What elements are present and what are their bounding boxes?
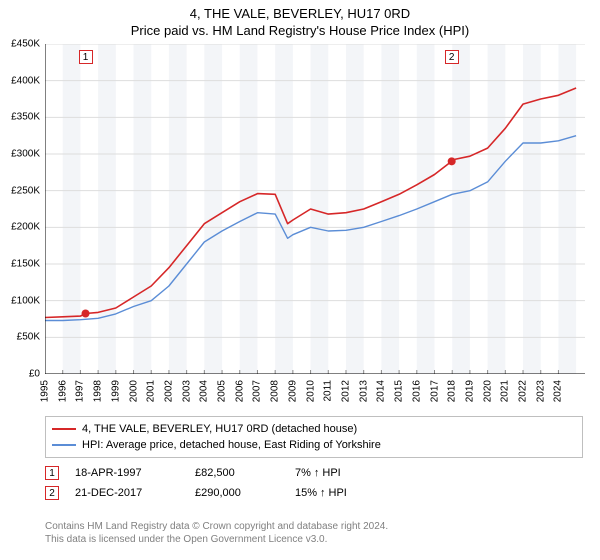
- arrow-up-icon: ↑: [320, 487, 326, 499]
- x-tick-label: 2010: [305, 380, 316, 402]
- x-tick-label: 1995: [40, 380, 51, 402]
- sale-marker-icon: 2: [45, 486, 59, 500]
- y-tick-label: £50K: [17, 332, 40, 343]
- x-tick-label: 2011: [323, 380, 334, 402]
- legend-swatch-hpi: [52, 444, 76, 446]
- y-tick-label: £400K: [11, 75, 40, 86]
- y-tick-label: £200K: [11, 222, 40, 233]
- sale-marker-icon: 1: [45, 466, 59, 480]
- x-tick-label: 2015: [394, 380, 405, 402]
- y-tick-label: £300K: [11, 149, 40, 160]
- x-tick-label: 2006: [234, 380, 245, 402]
- x-tick-label: 1998: [93, 380, 104, 402]
- sale-delta: 7% ↑ HPI: [295, 467, 415, 479]
- x-tick-label: 1996: [57, 380, 68, 402]
- sale-date: 18-APR-1997: [75, 467, 195, 479]
- x-tick-label: 2004: [199, 380, 210, 402]
- x-tick-label: 2009: [287, 380, 298, 402]
- y-tick-label: £100K: [11, 295, 40, 306]
- legend-label-ppd: 4, THE VALE, BEVERLEY, HU17 0RD (detache…: [82, 421, 357, 437]
- y-tick-label: £250K: [11, 185, 40, 196]
- x-tick-label: 2013: [358, 380, 369, 402]
- y-axis-ticks: £0£50K£100K£150K£200K£250K£300K£350K£400…: [0, 44, 42, 374]
- x-tick-label: 2024: [553, 380, 564, 402]
- x-tick-label: 2007: [252, 380, 263, 402]
- x-tick-label: 2008: [270, 380, 281, 402]
- x-tick-label: 2017: [429, 380, 440, 402]
- x-tick-label: 2023: [535, 380, 546, 402]
- sale-date: 21-DEC-2017: [75, 487, 195, 499]
- footer: Contains HM Land Registry data © Crown c…: [45, 520, 585, 546]
- x-tick-label: 2019: [464, 380, 475, 402]
- sales-table: 1 18-APR-1997£82,5007% ↑ HPI 2 21-DEC-2017£…: [45, 460, 415, 500]
- y-tick-label: £0: [29, 369, 40, 380]
- chart-container: 4, THE VALE, BEVERLEY, HU17 0RD Price pa…: [0, 0, 600, 560]
- legend-row-ppd: 4, THE VALE, BEVERLEY, HU17 0RD (detache…: [52, 421, 576, 437]
- sale-marker-label: 1: [79, 50, 93, 64]
- x-tick-label: 2012: [340, 380, 351, 402]
- sale-price: £290,000: [195, 487, 295, 499]
- x-tick-label: 2022: [518, 380, 529, 402]
- plot-svg: [45, 44, 585, 374]
- legend-box: 4, THE VALE, BEVERLEY, HU17 0RD (detache…: [45, 416, 583, 458]
- sale-row: 1 18-APR-1997£82,5007% ↑ HPI: [45, 466, 415, 480]
- legend-swatch-ppd: [52, 428, 76, 430]
- y-tick-label: £350K: [11, 112, 40, 123]
- x-tick-label: 2000: [128, 380, 139, 402]
- plot-area: 12: [45, 44, 585, 374]
- x-tick-label: 2002: [163, 380, 174, 402]
- x-tick-label: 1997: [75, 380, 86, 402]
- x-tick-label: 2021: [500, 380, 511, 402]
- title-address: 4, THE VALE, BEVERLEY, HU17 0RD: [0, 6, 600, 21]
- legend-row-hpi: HPI: Average price, detached house, East…: [52, 437, 576, 453]
- x-axis-ticks: 1995199619971998199920002001200220032004…: [45, 376, 585, 416]
- footer-line2: This data is licensed under the Open Gov…: [45, 533, 585, 546]
- y-tick-label: £450K: [11, 39, 40, 50]
- x-tick-label: 2018: [447, 380, 458, 402]
- x-tick-label: 2014: [376, 380, 387, 402]
- sale-row: 2 21-DEC-2017£290,00015% ↑ HPI: [45, 486, 415, 500]
- sale-delta: 15% ↑ HPI: [295, 487, 415, 499]
- x-tick-label: 2005: [217, 380, 228, 402]
- x-tick-label: 2020: [482, 380, 493, 402]
- arrow-up-icon: ↑: [314, 467, 320, 479]
- x-tick-label: 2016: [411, 380, 422, 402]
- y-tick-label: £150K: [11, 259, 40, 270]
- legend-label-hpi: HPI: Average price, detached house, East…: [82, 437, 381, 453]
- sale-marker-label: 2: [445, 50, 459, 64]
- title-block: 4, THE VALE, BEVERLEY, HU17 0RD Price pa…: [0, 0, 600, 38]
- sale-price: £82,500: [195, 467, 295, 479]
- x-tick-label: 2001: [146, 380, 157, 402]
- title-subtitle: Price paid vs. HM Land Registry's House …: [0, 23, 600, 38]
- x-tick-label: 2003: [181, 380, 192, 402]
- x-tick-label: 1999: [110, 380, 121, 402]
- footer-line1: Contains HM Land Registry data © Crown c…: [45, 520, 585, 533]
